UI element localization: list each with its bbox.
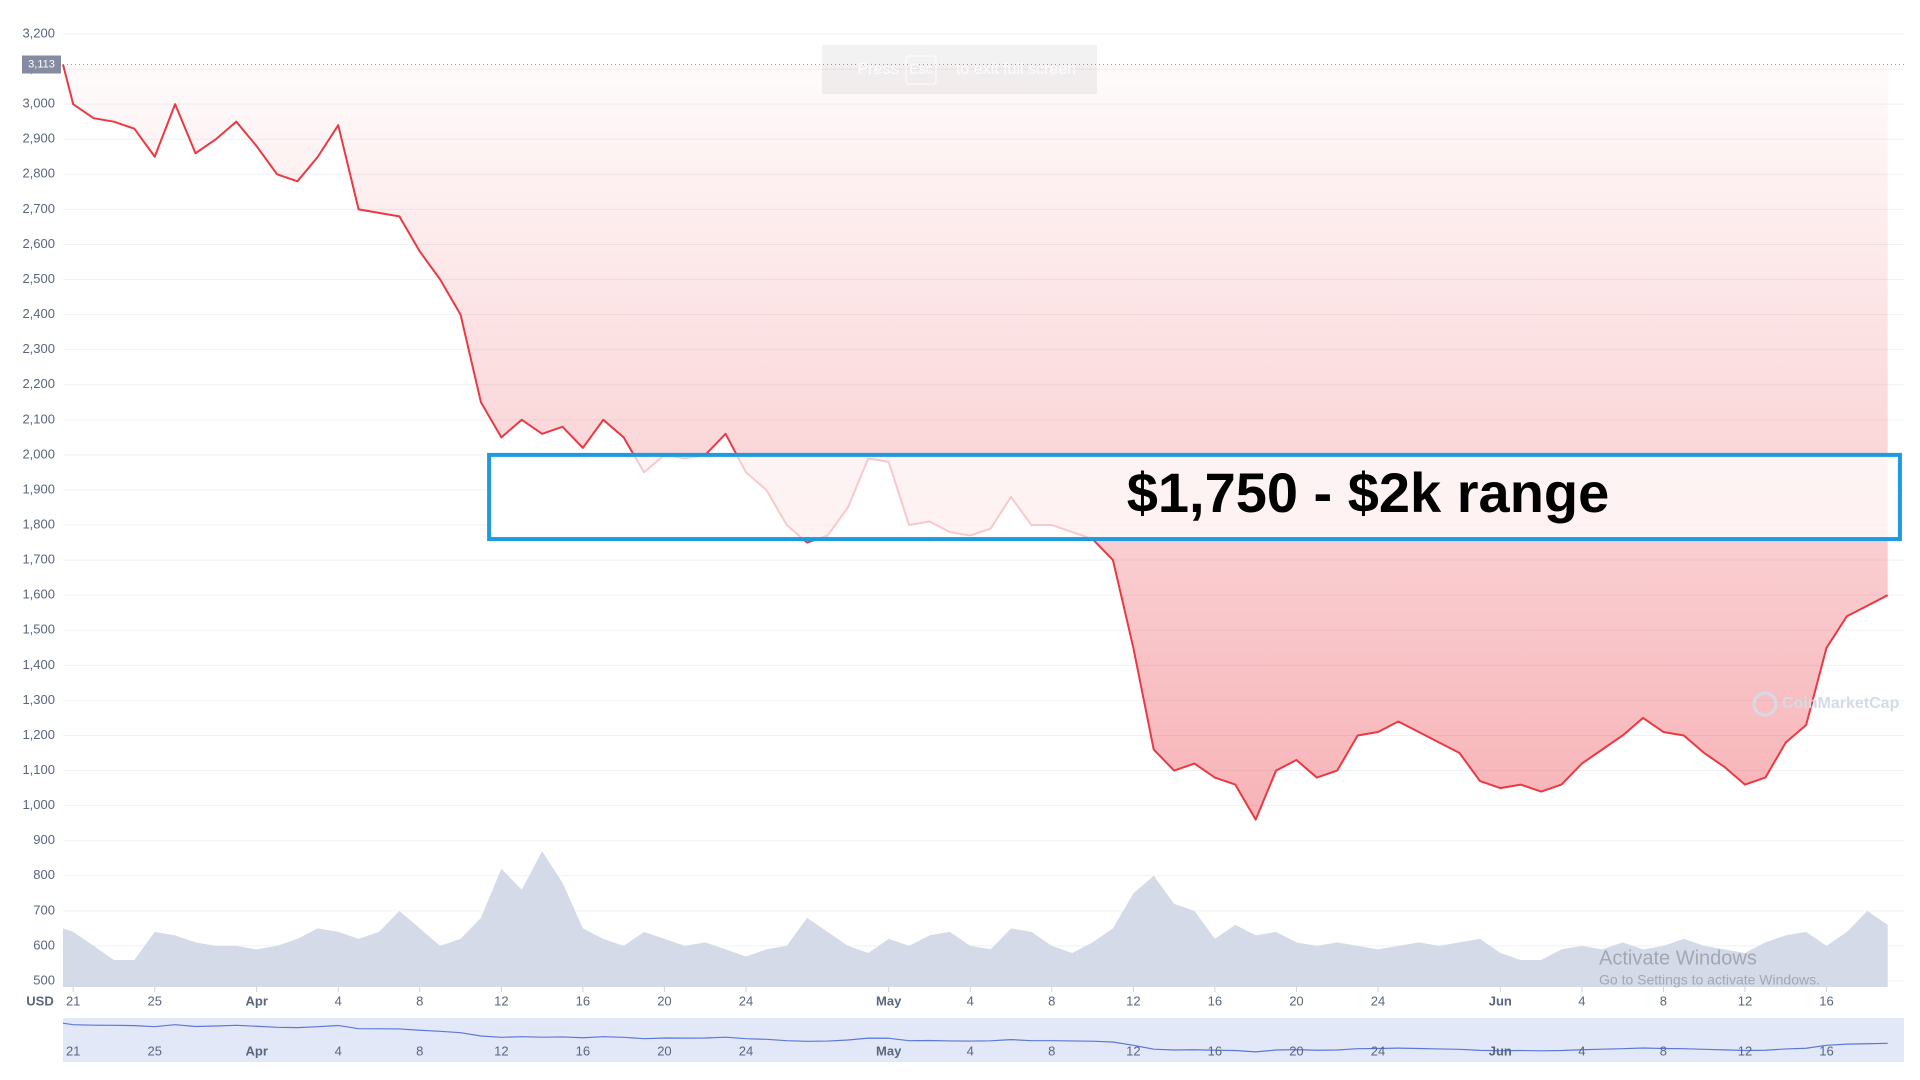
x-tick-label: 16 (1208, 993, 1222, 1008)
price-tag-label: 3,113 (28, 58, 55, 70)
y-tick-label: 2,000 (22, 446, 55, 461)
navigator-tick-label: 24 (1371, 1043, 1385, 1058)
os-notice-title: Activate Windows (1599, 947, 1757, 969)
fullscreen-notice-bg (822, 45, 1097, 94)
y-tick-label: 2,600 (22, 236, 55, 251)
y-tick-label: 2,800 (22, 166, 55, 181)
navigator-tick-label: 4 (335, 1043, 342, 1058)
y-tick-label: 1,300 (22, 692, 55, 707)
watermark: CoinMarketCap (1782, 695, 1900, 712)
watermark-logo (1752, 691, 1778, 717)
x-tick-label: 4 (967, 993, 974, 1008)
navigator-tick-label: 21 (66, 1043, 80, 1058)
x-tick-label: 21 (66, 993, 80, 1008)
y-tick-label: 1,900 (22, 481, 55, 496)
navigator-tick-label: 16 (1208, 1043, 1222, 1058)
x-tick-label: 24 (739, 993, 753, 1008)
esc-key-label: Esc (909, 61, 932, 77)
highlight-label: $1,750 - $2k range (1127, 461, 1610, 524)
y-tick-label: 1,500 (22, 622, 55, 637)
navigator-tick-label: 12 (494, 1043, 508, 1058)
x-tick-label: 12 (1126, 993, 1140, 1008)
navigator-tick-label: 4 (1578, 1043, 1585, 1058)
y-tick-label: 3,200 (22, 25, 55, 40)
volume-area (63, 851, 1888, 987)
y-tick-label: 1,000 (22, 797, 55, 812)
x-tick-label: Jun (1489, 993, 1512, 1008)
y-tick-label: 1,400 (22, 657, 55, 672)
y-tick-label: 1,700 (22, 552, 55, 567)
x-tick-label: May (876, 993, 902, 1008)
y-tick-label: 2,300 (22, 341, 55, 356)
x-tick-label: 12 (1738, 993, 1752, 1008)
x-tick-label: 8 (416, 993, 423, 1008)
navigator-tick-label: 25 (148, 1043, 162, 1058)
os-notice-detail: Go to Settings to activate Windows. (1599, 972, 1820, 988)
navigator-tick-label: May (876, 1043, 902, 1058)
y-tick-label: 2,100 (22, 411, 55, 426)
price-tag (22, 55, 61, 74)
x-tick-label: 20 (657, 993, 671, 1008)
y-tick-label: 1,200 (22, 727, 55, 742)
x-tick-label: 4 (1578, 993, 1585, 1008)
x-tick-label: 12 (494, 993, 508, 1008)
x-tick-label: 20 (1289, 993, 1303, 1008)
x-tick-label: 4 (335, 993, 342, 1008)
navigator-bg (63, 1018, 1904, 1062)
navigator-tick-label: 8 (416, 1043, 423, 1058)
y-tick-label: 800 (33, 867, 55, 882)
navigator-tick-label: 20 (1289, 1043, 1303, 1058)
y-tick-label: 700 (33, 902, 55, 917)
y-tick-label: 2,200 (22, 376, 55, 391)
x-tick-label: 8 (1048, 993, 1055, 1008)
navigator-tick-label: 16 (576, 1043, 590, 1058)
x-tick-label: 16 (576, 993, 590, 1008)
fullscreen-notice-text: Press (858, 61, 899, 78)
y-tick-label: 1,600 (22, 587, 55, 602)
x-tick-label: 8 (1660, 993, 1667, 1008)
navigator-tick-label: Apr (245, 1043, 267, 1058)
highlight-box (487, 452, 1902, 542)
y-tick-label: 2,500 (22, 271, 55, 286)
fullscreen-notice-text: to exit full screen (956, 61, 1076, 78)
price-fill (63, 64, 1888, 820)
x-tick-label: 25 (148, 993, 162, 1008)
y-tick-label: 600 (33, 937, 55, 952)
y-tick-label: 2,900 (22, 131, 55, 146)
y-tick-label: 3,000 (22, 96, 55, 111)
y-tick-label: 1,800 (22, 516, 55, 531)
esc-key (905, 55, 937, 85)
navigator-tick-label: 12 (1126, 1043, 1140, 1058)
navigator-tick-label: Jun (1489, 1043, 1512, 1058)
navigator-tick-label: 8 (1660, 1043, 1667, 1058)
navigator-tick-label: 16 (1819, 1043, 1833, 1058)
navigator-tick-label: 24 (739, 1043, 753, 1058)
navigator-tick-label: 4 (967, 1043, 974, 1058)
y-tick-label: 2,400 (22, 306, 55, 321)
y-axis-label: USD (26, 993, 53, 1008)
y-tick-label: 2,700 (22, 201, 55, 216)
y-tick-label: 900 (33, 832, 55, 847)
navigator-tick-label: 20 (657, 1043, 671, 1058)
navigator-tick-label: 12 (1738, 1043, 1752, 1058)
x-tick-label: 16 (1819, 993, 1833, 1008)
y-tick-label: 500 (33, 972, 55, 987)
navigator-line (62, 1022, 1888, 1053)
x-tick-label: 24 (1371, 993, 1385, 1008)
y-tick-label: 1,100 (22, 762, 55, 777)
navigator-tick-label: 8 (1048, 1043, 1055, 1058)
x-tick-label: Apr (245, 993, 267, 1008)
